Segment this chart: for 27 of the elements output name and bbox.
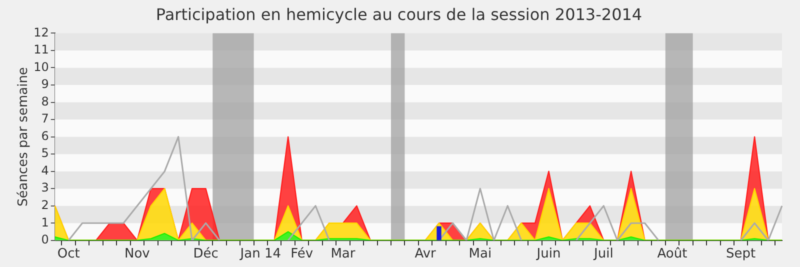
x-tick-label: Avr [414,246,437,262]
y-tick-label: 1 [41,215,49,230]
y-tick-label: 0 [41,232,49,247]
y-tick-label: 4 [41,163,49,178]
y-tick-label: 5 [41,146,49,160]
y-tick-label: 10 [34,60,49,74]
x-tick-label: Jan 14 [239,246,282,262]
x-tick-label: Fév [290,246,314,262]
x-tick-label: Déc [193,246,218,262]
chart-title: Participation en hemicycle au cours de la session 2013-2014 [156,4,642,24]
x-tick-label: Mai [468,246,492,262]
y-tick-label: 3 [41,180,49,195]
x-tick-label: Oct [57,246,80,262]
y-tick-label: 2 [41,198,49,212]
y-tick-label: 12 [34,25,49,40]
y-tick-label: 9 [41,77,49,92]
x-tick-label: Mar [330,246,356,262]
x-tick-label: Juin [536,246,561,262]
y-tick-label: 8 [41,94,49,108]
y-tick-label: 6 [41,128,49,143]
y-tick-label: 7 [41,112,49,126]
x-tick-label: Août [657,246,688,262]
y-tick-label: 11 [34,42,49,57]
x-tick-label: Sept [726,246,756,262]
y-axis-title: Séances par semaine [16,67,32,207]
x-tick-label: Juil [593,246,614,262]
x-tick-label: Nov [124,246,150,262]
